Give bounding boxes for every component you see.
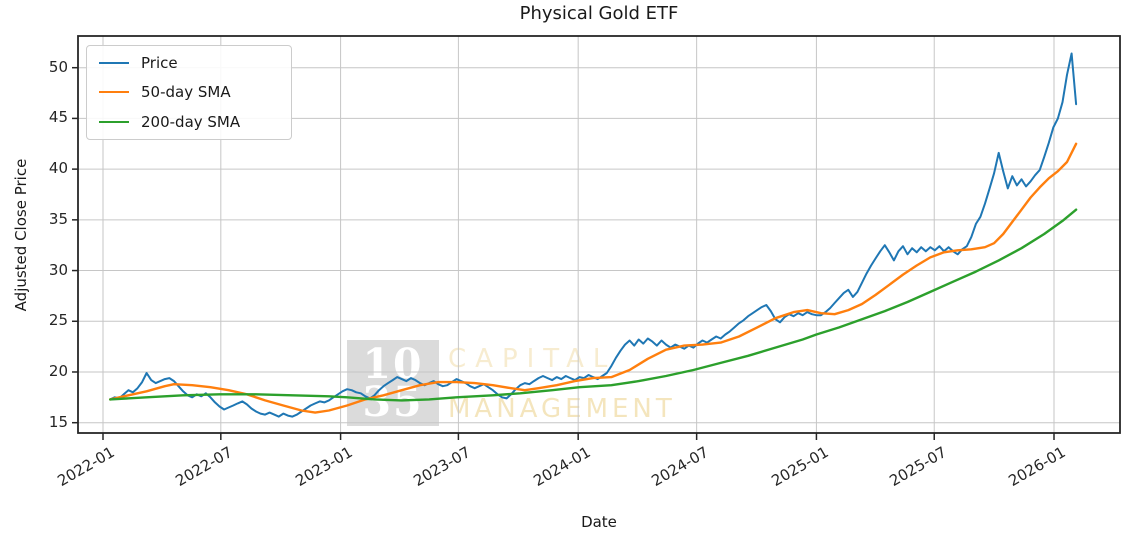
watermark-text-capital: CAPITAL xyxy=(448,344,617,374)
y-tick-label: 15 xyxy=(48,412,68,431)
legend-item-sma200: 200-day SMA xyxy=(87,113,291,131)
y-tick-label: 40 xyxy=(48,159,68,178)
y-tick-label: 25 xyxy=(48,311,68,330)
chart-title: Physical Gold ETF xyxy=(519,3,679,24)
legend-line-sample-sma200 xyxy=(99,121,129,124)
y-tick-label: 45 xyxy=(48,108,68,127)
x-axis-label: Date xyxy=(581,513,617,531)
watermark-text-management: MANAGEMENT xyxy=(448,394,676,424)
watermark-badge: 10 35 xyxy=(347,340,439,426)
legend-line-sample-sma50 xyxy=(99,91,129,94)
legend-label-price: Price xyxy=(141,53,178,72)
legend-line-sample-price xyxy=(99,61,129,64)
legend-item-sma50: 50-day SMA xyxy=(87,83,291,101)
series-line-50-day-sma xyxy=(108,142,1078,414)
series-line-200-day-sma xyxy=(108,208,1078,402)
y-tick-label: 30 xyxy=(48,260,68,279)
legend-label-sma200: 200-day SMA xyxy=(141,113,241,132)
y-tick-label: 20 xyxy=(48,361,68,380)
y-tick-label: 35 xyxy=(48,209,68,228)
legend-label-sma50: 50-day SMA xyxy=(141,83,231,102)
legend-item-price: Price xyxy=(87,54,291,72)
watermark-words: CAPITAL MANAGEMENT xyxy=(448,344,676,424)
y-tick-label: 50 xyxy=(48,57,68,76)
plot-frame xyxy=(77,35,1121,434)
legend: Price 50-day SMA 200-day SMA xyxy=(86,45,292,140)
